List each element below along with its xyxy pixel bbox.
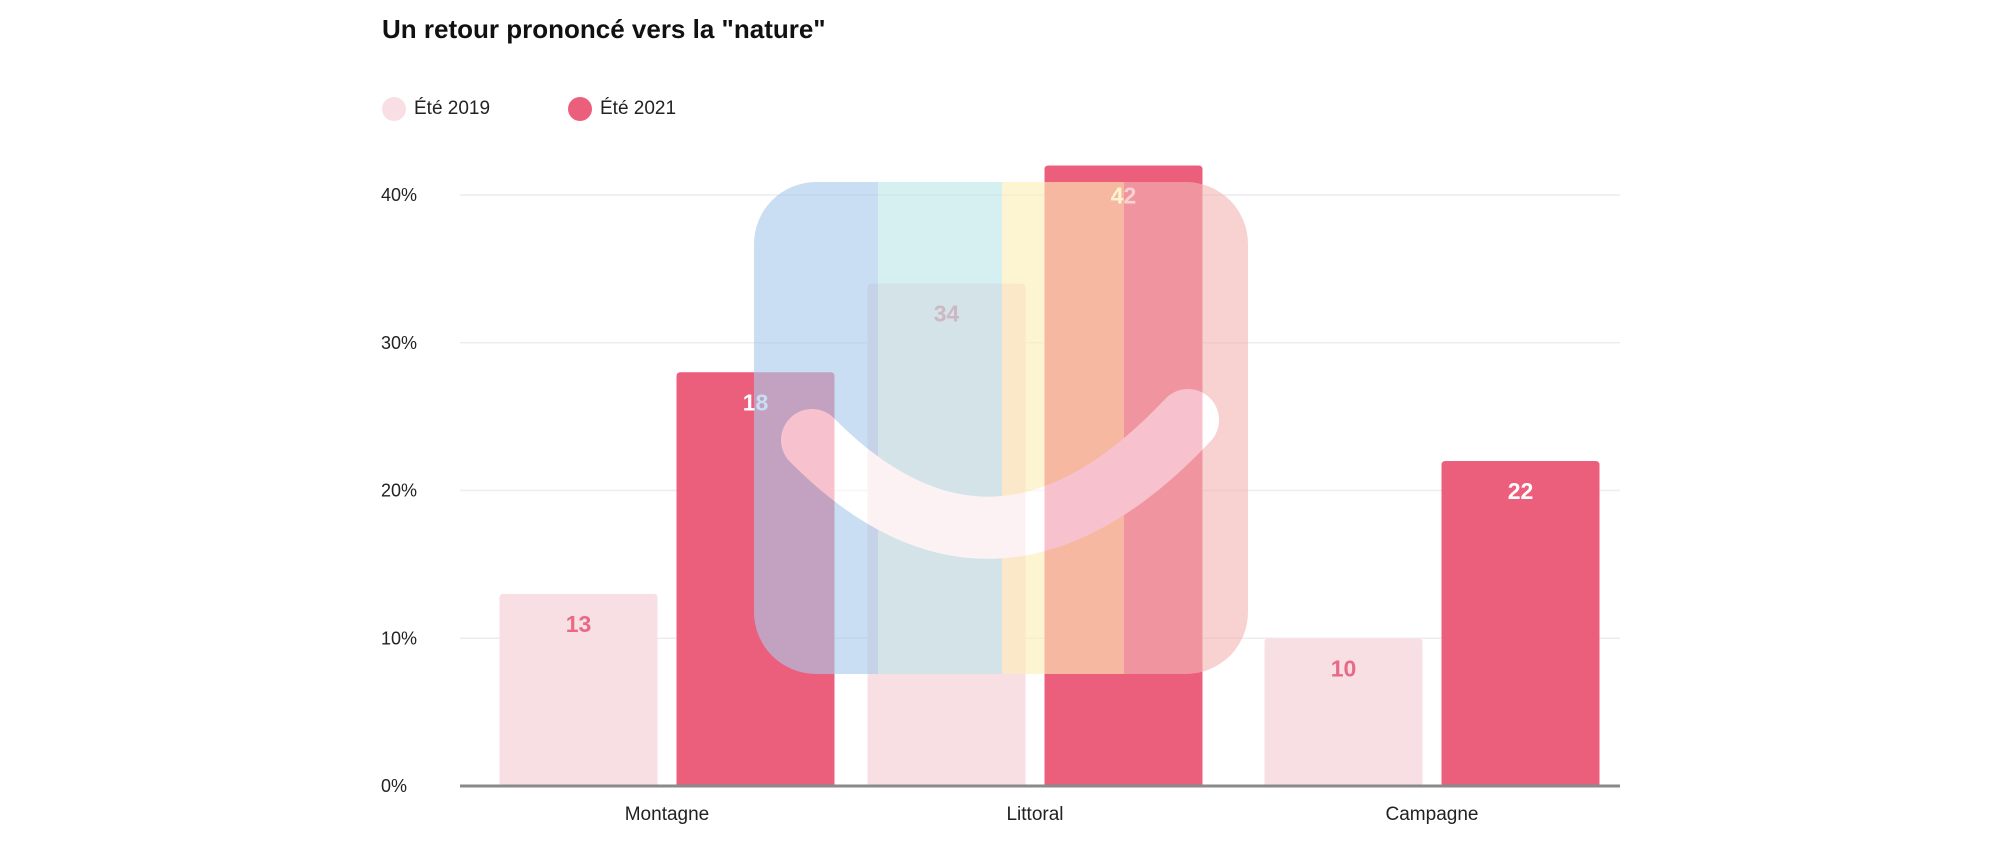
- legend-swatch-2021: [568, 97, 592, 121]
- legend-item-2021[interactable]: Été 2021: [568, 94, 676, 124]
- x-category-label: Campagne: [1386, 804, 1479, 825]
- legend-label-2021: Été 2021: [600, 98, 677, 119]
- logo-smile: [781, 389, 1219, 559]
- legend-label-2019: Été 2019: [414, 98, 491, 119]
- chart-title: Un retour prononcé vers la "nature": [382, 14, 826, 44]
- y-tick-label: 20%: [381, 481, 417, 501]
- x-category-label: Montagne: [625, 804, 710, 825]
- logo-stripe: [1002, 182, 1124, 674]
- bar-value-label: 10: [1331, 655, 1357, 681]
- bar-montagne-2019[interactable]: [499, 593, 658, 786]
- legend-item-2019[interactable]: Été 2019: [382, 94, 490, 124]
- bar-campagne-2021[interactable]: [1441, 460, 1600, 786]
- x-category-label: Littoral: [1006, 804, 1063, 825]
- y-tick-label: 30%: [381, 333, 417, 353]
- y-tick-label: 0%: [381, 776, 407, 796]
- bar-value-label: 13: [566, 611, 592, 637]
- legend-swatch-2019: [382, 97, 406, 121]
- bar-campagne-2019[interactable]: [1264, 638, 1423, 786]
- bar-value-label: 22: [1508, 478, 1534, 504]
- logo-stripe: [878, 182, 1002, 674]
- y-tick-label: 40%: [381, 185, 417, 205]
- smile-logo-watermark: [754, 182, 1248, 674]
- y-tick-label: 10%: [381, 628, 417, 648]
